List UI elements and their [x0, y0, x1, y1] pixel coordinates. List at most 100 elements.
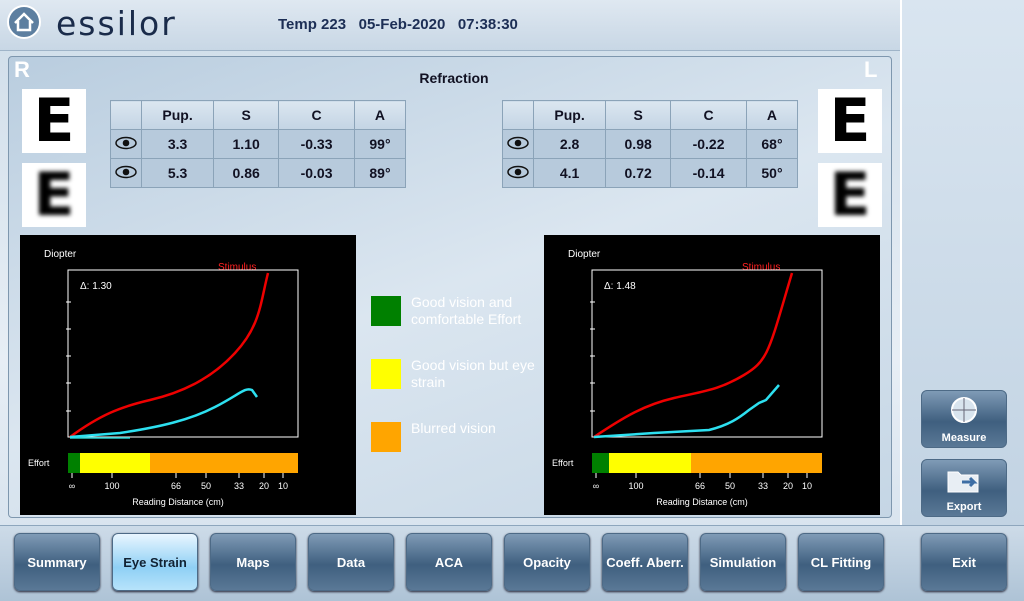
cell: 5.3 [140, 158, 215, 188]
cell: -0.03 [278, 158, 355, 188]
x-tick-label: 33 [758, 481, 768, 491]
legend-item: Good vision and comfortable Effort [371, 294, 551, 328]
plot-frame [591, 269, 823, 438]
legend-text: Good vision but eye strain [411, 357, 535, 390]
cell: 2.8 [532, 129, 607, 159]
cell: 0.98 [605, 129, 672, 159]
effort-segment [691, 453, 822, 473]
column-header: A [353, 100, 407, 130]
strain-chart: Diopter Stimulus Δ: 1.48 Effort ∞ 100 66 50 33 20… [544, 235, 880, 515]
data-row: 5.3 0.86 -0.03 89° [110, 158, 407, 188]
x-axis-title: Reading Distance (cm) [656, 497, 748, 507]
tab-button[interactable]: CL Fitting [798, 533, 884, 591]
stimulus-label: Stimulus [742, 262, 780, 273]
optotype-blurred: E [818, 160, 882, 230]
tab-button[interactable]: Data [308, 533, 394, 591]
legend-swatch [371, 296, 401, 326]
x-tick-label: 66 [171, 481, 181, 491]
data-row: 3.3 1.10 -0.33 99° [110, 129, 407, 159]
refraction-table: Pup. S C A 2.8 0.98 -0.22 68° 4.1 0.72 -0.14 50° [502, 100, 799, 188]
plot-frame [67, 269, 299, 438]
y-axis-title: Diopter [568, 249, 601, 260]
eye-cell [110, 129, 142, 159]
home-button[interactable] [6, 4, 42, 40]
legend-item: Good vision but eye strain [371, 357, 551, 391]
response-curve [593, 384, 780, 439]
effort-segment [150, 453, 298, 473]
x-tick-label: 10 [802, 481, 812, 491]
export-icon [947, 471, 979, 493]
icon-header [110, 100, 142, 130]
cell: 50° [745, 158, 799, 188]
eye-icon [115, 136, 137, 149]
x-tick-label: ∞ [69, 481, 75, 491]
x-axis-title: Reading Distance (cm) [132, 497, 224, 507]
time: 07:38:30 [457, 16, 518, 33]
tab-button[interactable]: Summary [14, 533, 100, 591]
optotype-letter: E [829, 160, 871, 230]
tab-button[interactable]: ACA [406, 533, 492, 591]
effort-segment [68, 453, 80, 473]
tab-button[interactable]: Maps [210, 533, 296, 591]
column-header: Pup. [140, 100, 215, 130]
optotype-sharp: E [818, 86, 882, 156]
cell: 1.10 [213, 129, 280, 159]
effort-segment [592, 453, 609, 473]
delta-label: Δ: 1.30 [80, 281, 112, 292]
tab-button[interactable]: Eye Strain [112, 533, 198, 591]
button-label: Measure [941, 432, 987, 444]
eye-cell [502, 158, 534, 188]
cell: 0.86 [213, 158, 280, 188]
tab-button[interactable]: Opacity [504, 533, 590, 591]
eye-icon [507, 165, 529, 178]
data-row: 4.1 0.72 -0.14 50° [502, 158, 799, 188]
cell: 0.72 [605, 158, 672, 188]
effort-label: Effort [28, 458, 50, 468]
optotype-letter: E [33, 160, 75, 230]
legend-swatch [371, 359, 401, 389]
y-axis-title: Diopter [44, 249, 77, 260]
header-row: Pup. S C A [110, 100, 407, 130]
cell: -0.33 [278, 129, 355, 159]
strain-chart: Diopter Stimulus Δ: 1.30 Effort ∞ 100 66 50 33 20… [20, 235, 356, 515]
date: 05-Feb-2020 [358, 16, 446, 33]
icon-header [502, 100, 534, 130]
x-tick-label: 20 [259, 481, 269, 491]
tab-button[interactable]: Simulation [700, 533, 786, 591]
column-header: C [670, 100, 747, 130]
eye-cell [502, 129, 534, 159]
eye-icon [115, 165, 137, 178]
patient: Temp 223 [278, 16, 347, 33]
tab-button[interactable]: Coeff. Aberr. [602, 533, 688, 591]
cell: -0.22 [670, 129, 747, 159]
x-tick-label: 20 [783, 481, 793, 491]
cell: 3.3 [140, 129, 215, 159]
x-tick-label: 33 [234, 481, 244, 491]
x-tick-label: 10 [278, 481, 288, 491]
stimulus-curve [69, 272, 270, 439]
left-eye-label: L [864, 57, 878, 82]
button-label: Export [946, 501, 982, 513]
measure-icon [951, 397, 977, 423]
x-tick-label: 100 [104, 481, 119, 491]
x-tick-label: 50 [201, 481, 211, 491]
legend-text: Good vision and comfortable Effort [411, 294, 522, 327]
session-info: Temp 223 05-Feb-2020 07:38:30 [278, 16, 518, 33]
column-header: A [745, 100, 799, 130]
delta-label: Δ: 1.48 [604, 281, 636, 292]
brand-logo: essilor [56, 4, 177, 43]
x-tick-label: 100 [628, 481, 643, 491]
legend-text: Blurred vision [411, 420, 496, 436]
measure-button[interactable]: Measure [921, 390, 1007, 448]
top-bar: essilor Temp 223 05-Feb-2020 07:38:30 [0, 0, 900, 51]
effort-label: Effort [552, 458, 574, 468]
optotype-sharp: E [22, 86, 86, 156]
cell: 99° [353, 129, 407, 159]
stimulus-label: Stimulus [218, 262, 256, 273]
exit-button[interactable]: Exit [921, 533, 1007, 591]
legend-swatch [371, 422, 401, 452]
data-row: 2.8 0.98 -0.22 68° [502, 129, 799, 159]
export-button[interactable]: Export [921, 459, 1007, 517]
optotype-blurred: E [22, 160, 86, 230]
